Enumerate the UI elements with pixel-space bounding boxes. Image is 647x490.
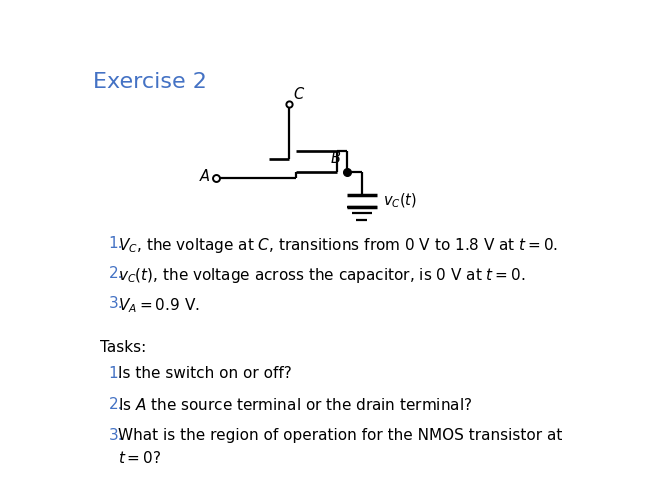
Text: 1.: 1.: [109, 236, 123, 251]
Text: 3.: 3.: [109, 428, 123, 443]
Text: $v_C(t)$: $v_C(t)$: [383, 192, 417, 210]
Text: $V_C$, the voltage at $C$, transitions from 0 V to 1.8 V at $t = 0$.: $V_C$, the voltage at $C$, transitions f…: [118, 236, 558, 255]
Text: $A$: $A$: [199, 168, 211, 184]
Text: $C$: $C$: [293, 86, 305, 102]
Text: Is $A$ the source terminal or the drain terminal?: Is $A$ the source terminal or the drain …: [118, 397, 473, 413]
Text: 2.: 2.: [109, 397, 123, 412]
Text: Tasks:: Tasks:: [100, 340, 146, 355]
Text: 1.: 1.: [109, 367, 123, 381]
Text: $B$: $B$: [331, 150, 342, 166]
Text: $V_A{=}0.9$ V.: $V_A{=}0.9$ V.: [118, 296, 200, 315]
Text: 2.: 2.: [109, 267, 123, 281]
Text: Is the switch on or off?: Is the switch on or off?: [118, 367, 292, 381]
Text: 3.: 3.: [109, 296, 123, 312]
Text: $t = 0$?: $t = 0$?: [118, 450, 162, 466]
Text: $v_C(t)$, the voltage across the capacitor, is 0 V at $t = 0$.: $v_C(t)$, the voltage across the capacit…: [118, 267, 526, 285]
Text: What is the region of operation for the NMOS transistor at: What is the region of operation for the …: [118, 428, 563, 443]
Text: Exercise 2: Exercise 2: [93, 72, 207, 92]
